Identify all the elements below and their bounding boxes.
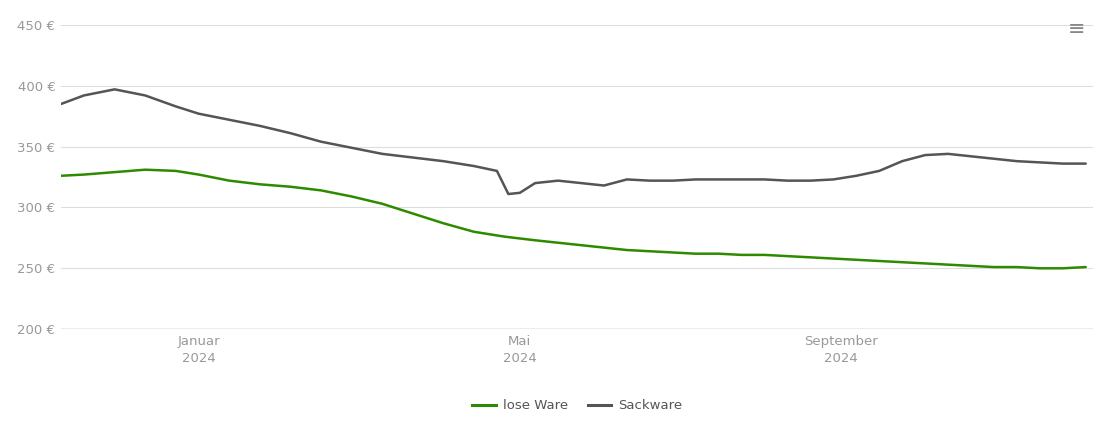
- Legend: lose Ware, Sackware: lose Ware, Sackware: [467, 394, 687, 417]
- Text: ≡: ≡: [1068, 19, 1086, 39]
